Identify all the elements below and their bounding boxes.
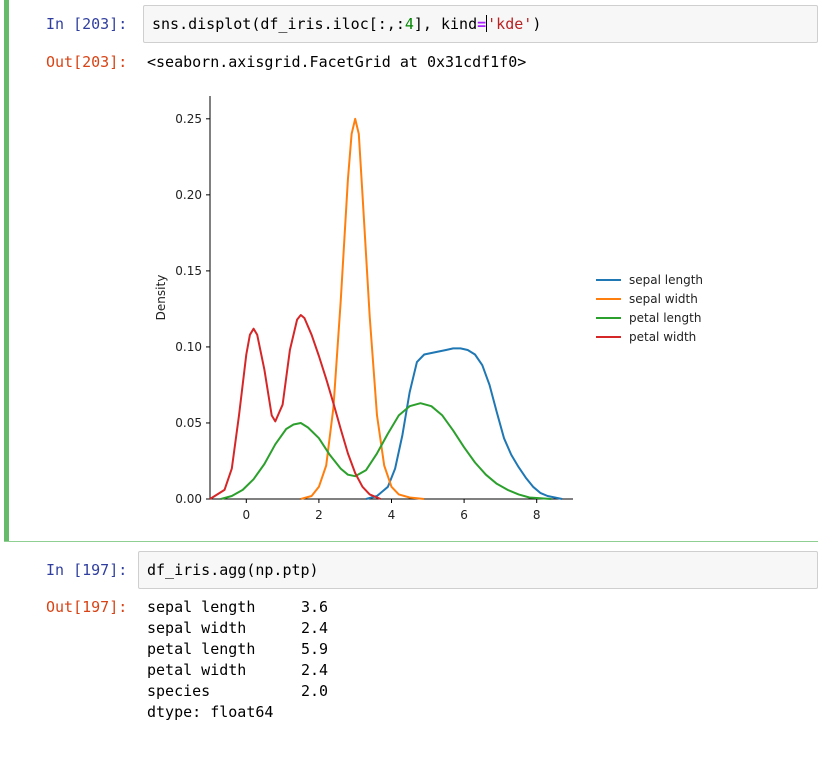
series-index-label: sepal length: [147, 598, 256, 616]
legend-label: sepal length: [629, 273, 703, 287]
y-tick-label: 0.10: [175, 340, 202, 354]
series-value: 2.4: [301, 619, 329, 637]
series-value: 2.4: [301, 661, 329, 679]
y-tick-label: 0.25: [175, 112, 202, 126]
series-value: 3.6: [301, 598, 329, 616]
code-operator-token: =: [477, 15, 487, 33]
code-text: ], kind: [413, 15, 478, 33]
y-tick-label: 0.05: [175, 416, 202, 430]
x-tick-label: 8: [533, 508, 541, 522]
legend-label: petal width: [629, 330, 696, 344]
output-row-petal-length: petal length 5.9: [147, 639, 447, 719]
legend-label: petal length: [629, 311, 701, 325]
series-line-sepal-width: [300, 117, 425, 500]
x-tick-label: 0: [242, 508, 250, 522]
x-tick-label: 6: [460, 508, 468, 522]
cell-selection-bar: [4, 0, 9, 542]
kde-plot-svg: 0.00 0.05 0.10 0.15 0.20 0.25 0 2 4 6 8 Density sepa…: [154, 96, 703, 522]
series-value: 5.9: [301, 640, 329, 658]
output-row-species: species 2.0: [147, 681, 447, 761]
code-input[interactable]: df_iris.agg(np.ptp): [138, 551, 818, 589]
output-dtype: dtype: float64: [147, 703, 274, 721]
code-number-token: 4: [404, 15, 414, 33]
series-index-label: petal width: [147, 661, 247, 679]
cell-border: [4, 541, 818, 542]
code-cell-selected[interactable]: In [203]: sns.displot(df_iris.iloc[:,:4]…: [0, 0, 818, 542]
output-row-sepal-width: sepal width 2.4: [147, 618, 447, 698]
series-line-sepal-length: [365, 347, 563, 500]
code-input[interactable]: sns.displot(df_iris.iloc[:,:4], kind='kd…: [143, 5, 818, 43]
input-prompt: In [197]:: [46, 561, 128, 579]
series-value: 2.0: [301, 682, 329, 700]
code-text: ): [532, 15, 542, 33]
series-line-petal-width: [209, 314, 381, 500]
y-axis-label: Density: [154, 275, 168, 321]
series-index-label: sepal width: [147, 619, 247, 637]
code-string-token: 'kde': [487, 15, 533, 33]
y-tick-label: 0.00: [175, 492, 202, 506]
output-repr-text: <seaborn.axisgrid.FacetGrid at 0x31cdf1f…: [147, 53, 527, 71]
output-prompt: Out[197]:: [46, 598, 128, 616]
y-tick-label: 0.20: [175, 188, 202, 202]
series-line-petal-length: [220, 402, 552, 500]
output-row-petal-width: petal width 2.4: [147, 660, 447, 740]
x-tick-label: 4: [388, 508, 396, 522]
series-index-label: petal length: [147, 640, 256, 658]
text-cursor: [486, 15, 488, 32]
output-prompt: Out[203]:: [46, 53, 128, 71]
x-tick-label: 2: [315, 508, 323, 522]
input-prompt: In [203]:: [46, 15, 128, 33]
output-row-sepal-length: sepal length 3.6: [147, 597, 447, 677]
y-tick-label: 0.15: [175, 264, 202, 278]
series-index-label: species: [147, 682, 211, 700]
legend-label: sepal width: [629, 292, 698, 306]
kde-plot: 0.00 0.05 0.10 0.15 0.20 0.25 0 2 4 6 8 Density sepa…: [148, 88, 728, 528]
code-text: df_iris.agg(np.ptp): [147, 561, 319, 579]
code-text: sns.displot(df_iris.iloc[:,:: [152, 15, 405, 33]
